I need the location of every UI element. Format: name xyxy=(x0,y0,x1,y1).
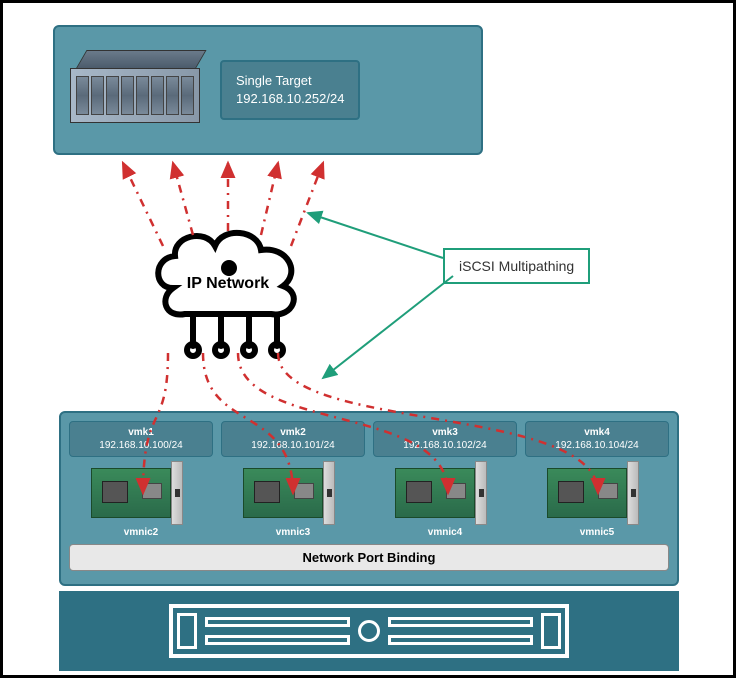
target-info-box: Single Target 192.168.10.252/24 xyxy=(220,60,360,120)
nic-name: vmnic3 xyxy=(276,527,310,538)
storage-array-icon xyxy=(70,50,200,130)
nic-name: vmnic4 xyxy=(428,527,462,538)
nic-name: vmnic5 xyxy=(580,527,614,538)
nic-card-icon xyxy=(547,463,647,523)
vmk-column: vmk4192.168.10.104/24 vmnic5 xyxy=(525,421,669,538)
vmk-label: vmk3192.168.10.102/24 xyxy=(373,421,517,457)
port-binding-label: Network Port Binding xyxy=(303,550,436,565)
cloud-icon: IP Network xyxy=(143,218,313,368)
vmk-label: vmk2192.168.10.101/24 xyxy=(221,421,365,457)
vmk-column: vmk2192.168.10.101/24 vmnic3 xyxy=(221,421,365,538)
vmk-column: vmk3192.168.10.102/24 vmnic4 xyxy=(373,421,517,538)
nic-card-icon xyxy=(91,463,191,523)
vmk-label: vmk1192.168.10.100/24 xyxy=(69,421,213,457)
ip-network-cloud: IP Network xyxy=(143,218,313,368)
server-panel xyxy=(59,591,679,671)
vmk-column: vmk1192.168.10.100/24 vmnic2 xyxy=(69,421,213,538)
port-binding-bar: Network Port Binding xyxy=(69,544,669,571)
vmk-row: vmk1192.168.10.100/24 vmnic2 vmk2192.168.1… xyxy=(69,421,669,538)
server-icon xyxy=(169,604,569,658)
diagram-canvas: Single Target 192.168.10.252/24 IP Ne xyxy=(0,0,736,678)
vmk-label: vmk4192.168.10.104/24 xyxy=(525,421,669,457)
nic-card-icon xyxy=(243,463,343,523)
callout-text: iSCSI Multipathing xyxy=(459,258,574,274)
target-panel: Single Target 192.168.10.252/24 xyxy=(53,25,483,155)
target-title: Single Target xyxy=(236,72,344,90)
multipath-callout: iSCSI Multipathing xyxy=(443,248,590,284)
target-ip: 192.168.10.252/24 xyxy=(236,90,344,108)
host-panel: vmk1192.168.10.100/24 vmnic2 vmk2192.168.1… xyxy=(59,411,679,586)
nic-name: vmnic2 xyxy=(124,527,158,538)
nic-card-icon xyxy=(395,463,495,523)
ip-network-label: IP Network xyxy=(187,275,270,292)
